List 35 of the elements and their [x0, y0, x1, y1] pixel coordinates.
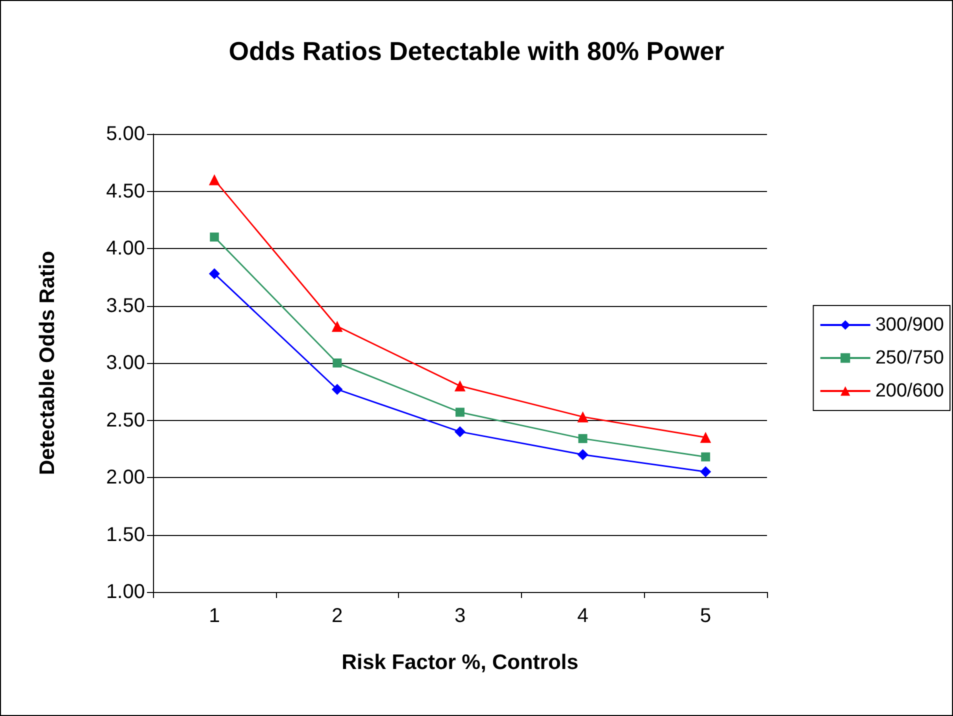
point	[454, 380, 466, 392]
legend-label: 300/900	[875, 314, 944, 336]
x-tick-label: 5	[700, 605, 712, 627]
point	[577, 411, 588, 422]
point	[208, 268, 220, 280]
x-axis-title: Risk Factor %, Controls	[342, 651, 578, 674]
point	[701, 452, 710, 462]
legend-label: 200/600	[875, 380, 944, 402]
y-tick-label: 4.50	[106, 180, 145, 202]
x-tick-label: 3	[454, 605, 466, 627]
y-axis-title: Detectable Odds Ratio	[36, 250, 59, 476]
y-tick-label: 4.00	[106, 238, 145, 260]
x-tick-label: 1	[208, 605, 220, 627]
point	[700, 432, 712, 443]
y-tick-label: 2.00	[106, 466, 145, 488]
y-tick-label: 3.50	[106, 294, 145, 317]
point	[210, 232, 219, 242]
point	[208, 174, 220, 186]
point	[577, 449, 588, 460]
point	[454, 426, 466, 438]
y-tick-label: 1.50	[106, 524, 145, 546]
y-tick-label: 3.00	[106, 352, 145, 374]
x-tick-label: 2	[332, 605, 343, 627]
legend-label: 250/750	[875, 348, 944, 368]
y-tick-label: 2.50	[106, 409, 145, 432]
point	[332, 320, 343, 332]
y-tick-label: 1.00	[106, 581, 145, 603]
point	[332, 384, 343, 395]
y-tick-label: 5.00	[106, 123, 145, 145]
point	[456, 408, 464, 417]
point	[700, 466, 712, 478]
x-tick-label: 4	[577, 605, 588, 627]
chart-title: Odds Ratios Detectable with 80% Power	[228, 36, 724, 66]
point	[578, 434, 588, 444]
point	[332, 358, 342, 368]
